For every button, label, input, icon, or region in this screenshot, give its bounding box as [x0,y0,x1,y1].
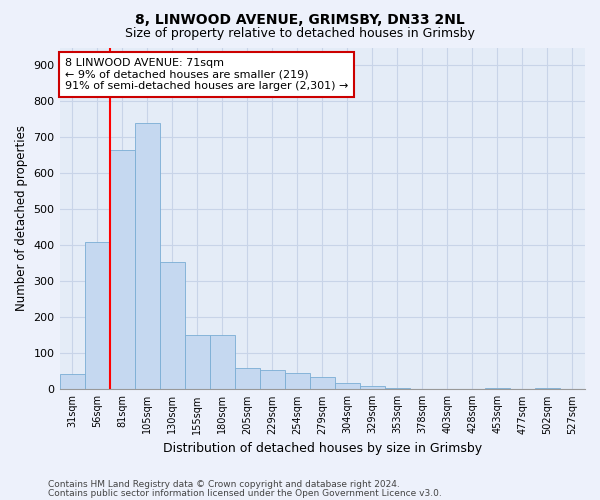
Y-axis label: Number of detached properties: Number of detached properties [15,126,28,312]
Bar [385,388,410,390]
Text: 8, LINWOOD AVENUE, GRIMSBY, DN33 2NL: 8, LINWOOD AVENUE, GRIMSBY, DN33 2NL [135,12,465,26]
Bar [59,374,85,390]
Bar [110,150,134,390]
Bar [160,262,185,390]
Text: 8 LINWOOD AVENUE: 71sqm
← 9% of detached houses are smaller (219)
91% of semi-de: 8 LINWOOD AVENUE: 71sqm ← 9% of detached… [65,58,348,91]
Bar [535,388,560,390]
Bar [260,370,285,390]
Bar [335,383,360,390]
Bar [285,373,310,390]
Bar [85,242,110,390]
Bar [485,388,510,390]
Text: Size of property relative to detached houses in Grimsby: Size of property relative to detached ho… [125,28,475,40]
Bar [360,386,385,390]
Text: Contains public sector information licensed under the Open Government Licence v3: Contains public sector information licen… [48,488,442,498]
Bar [209,336,235,390]
Bar [235,368,260,390]
Bar [310,376,335,390]
Bar [134,123,160,390]
Bar [185,336,209,390]
Text: Contains HM Land Registry data © Crown copyright and database right 2024.: Contains HM Land Registry data © Crown c… [48,480,400,489]
X-axis label: Distribution of detached houses by size in Grimsby: Distribution of detached houses by size … [163,442,482,455]
